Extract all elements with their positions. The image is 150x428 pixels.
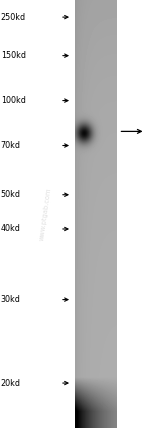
Text: 250kd: 250kd: [1, 12, 26, 22]
Text: 20kd: 20kd: [1, 378, 21, 388]
Text: 50kd: 50kd: [1, 190, 21, 199]
Text: 70kd: 70kd: [1, 141, 21, 150]
Text: 100kd: 100kd: [1, 96, 26, 105]
Text: 40kd: 40kd: [1, 224, 21, 234]
Text: 150kd: 150kd: [1, 51, 26, 60]
Text: www.ptgab.com: www.ptgab.com: [38, 187, 52, 241]
Text: 30kd: 30kd: [1, 295, 21, 304]
